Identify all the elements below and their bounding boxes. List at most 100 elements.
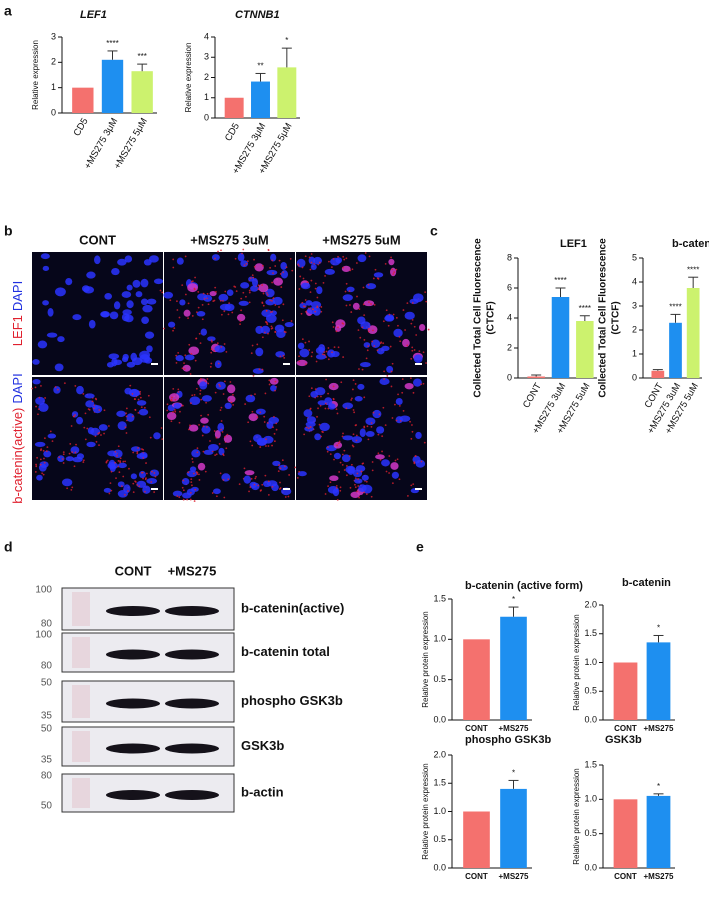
- stain-dot: [395, 419, 398, 422]
- nucleus: [381, 459, 390, 467]
- stain-dot: [56, 388, 59, 391]
- stain-dot: [69, 443, 72, 445]
- stain-dot: [274, 304, 277, 306]
- band: [165, 649, 219, 660]
- nucleus: [226, 289, 234, 296]
- stain-dot: [202, 425, 205, 428]
- stain-dot: [263, 421, 266, 423]
- stain-dot: [125, 432, 128, 434]
- nucleus: [413, 378, 422, 387]
- stain-dot: [153, 472, 156, 474]
- nucleus: [333, 452, 341, 460]
- stain-dot: [100, 434, 102, 436]
- nucleus: [65, 456, 75, 462]
- stain-dot: [134, 398, 136, 400]
- stain-dot: [219, 472, 222, 475]
- stain-dot: [190, 481, 193, 484]
- stain-dot: [182, 479, 185, 482]
- stain-dot: [321, 353, 324, 356]
- stain-dot: [271, 444, 273, 447]
- stain-dot: [251, 410, 254, 413]
- stain-dot: [207, 413, 210, 416]
- stain-dot: [266, 292, 268, 294]
- bar: [131, 71, 153, 113]
- stain-dot: [174, 410, 177, 413]
- stain-dot: [324, 407, 327, 410]
- stain-dot: [373, 303, 376, 306]
- y-tick-label: 1.0: [584, 794, 597, 804]
- nucleus: [121, 356, 129, 363]
- stain-dot: [150, 481, 153, 483]
- nucleus: [211, 254, 220, 261]
- stain-dot: [411, 349, 414, 352]
- nucleus: [327, 486, 339, 494]
- stain-dot: [73, 415, 75, 418]
- stain-dot: [211, 492, 214, 494]
- stain-dot: [232, 403, 235, 406]
- stain-dot: [169, 299, 172, 302]
- stain-dot: [54, 386, 57, 388]
- stain-dot: [107, 425, 110, 427]
- nucleus: [319, 422, 330, 432]
- stain-dot: [343, 258, 346, 261]
- stain-dot: [227, 313, 230, 316]
- stain-dot: [199, 342, 202, 345]
- stain-dot: [392, 313, 395, 316]
- stain-dot: [83, 426, 86, 429]
- stain-dot: [234, 286, 237, 288]
- nucleus: [130, 446, 141, 452]
- nucleus: [310, 301, 322, 309]
- stain-dot: [412, 483, 415, 486]
- stain-dot: [279, 273, 282, 275]
- significance: *: [512, 595, 515, 604]
- stain-dot: [35, 465, 38, 468]
- stain-dot: [301, 266, 304, 269]
- stain-dot: [216, 342, 219, 345]
- stain-dot: [341, 453, 344, 456]
- stain-dot: [95, 440, 98, 443]
- stain-dot: [407, 495, 409, 497]
- stain-dot: [291, 269, 294, 272]
- row-label: b-catenin(active) DAPI: [10, 373, 25, 503]
- stain-dot: [345, 257, 348, 260]
- stain-dot: [163, 327, 165, 330]
- chart-title: b-catenin: [672, 238, 709, 250]
- stain-dot: [184, 354, 187, 357]
- stain-dot: [215, 453, 218, 456]
- stain-dot: [263, 331, 266, 334]
- stain-dot: [271, 310, 274, 313]
- bar: [576, 321, 594, 378]
- stain-dot: [213, 349, 216, 352]
- scale-bar: [151, 488, 158, 490]
- stain-dot: [345, 407, 348, 410]
- stain-dot: [251, 344, 254, 347]
- stain-dot: [68, 452, 71, 455]
- stain-dot: [190, 402, 192, 405]
- nucleus: [255, 347, 264, 357]
- nucleus: [201, 395, 212, 402]
- stain-dot: [391, 362, 394, 365]
- stain-dot: [196, 471, 199, 474]
- stain-dot: [148, 416, 151, 419]
- nucleus: [153, 278, 164, 285]
- band: [165, 790, 219, 800]
- stain-dot: [253, 258, 255, 261]
- bar: [463, 811, 490, 868]
- stain-dot: [191, 484, 193, 487]
- stain-dot: [122, 475, 125, 478]
- stain-dot: [264, 392, 267, 395]
- stain-dot: [115, 477, 117, 480]
- stain-dot: [308, 340, 310, 343]
- chart-title: phospho GSK3b: [465, 734, 551, 746]
- nucleus: [303, 409, 313, 418]
- stain-dot: [372, 329, 374, 332]
- nucleus: [372, 409, 382, 419]
- stain-dot: [187, 302, 190, 305]
- nucleus: [214, 429, 221, 439]
- stain-dot: [118, 471, 121, 474]
- stain-dot: [410, 357, 413, 360]
- nucleus: [100, 311, 110, 318]
- stain-dot: [181, 367, 184, 370]
- stain-dot: [302, 277, 305, 280]
- stain-dot: [371, 461, 374, 463]
